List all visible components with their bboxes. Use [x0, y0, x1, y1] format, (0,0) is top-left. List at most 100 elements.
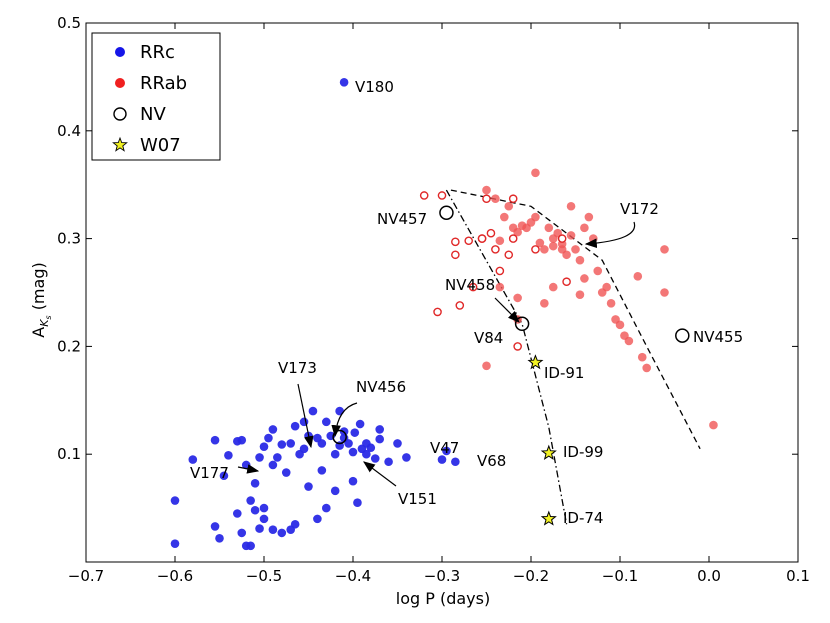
annotation-label: ID-91	[544, 364, 584, 382]
x-tick-label: −0.4	[335, 567, 371, 585]
rrc-point	[304, 482, 313, 491]
rrc-point	[170, 539, 180, 548]
rrc-point	[353, 498, 362, 508]
rrab-point	[642, 363, 651, 373]
rrab-point	[482, 185, 491, 195]
rrab-open-point	[433, 307, 442, 317]
nv-point	[675, 328, 690, 343]
annotation-label: ID-99	[563, 443, 603, 461]
rrc-point	[299, 417, 309, 427]
rrc-point	[384, 457, 393, 467]
rrab-open-point	[477, 234, 487, 243]
y-tick-label: 0.5	[57, 14, 81, 32]
rrc-point	[366, 443, 376, 453]
rrab-point	[584, 212, 594, 222]
rrab-point	[495, 236, 505, 246]
fit-line-dashdot	[445, 189, 568, 525]
rrc-point	[268, 460, 278, 470]
x-tick-label: 0.0	[697, 567, 721, 585]
legend-marker-nv	[113, 107, 127, 121]
annotation-arrow	[297, 383, 314, 449]
rrc-point	[268, 425, 278, 434]
legend-label-rrab: RRab	[140, 73, 187, 94]
rrab-point	[531, 212, 540, 222]
rrab-point	[624, 336, 634, 346]
rrc-point	[313, 514, 322, 524]
rrc-point	[375, 434, 385, 444]
rrab-open-point	[437, 191, 447, 200]
rrab-point	[637, 352, 647, 362]
x-tick-label: −0.6	[157, 567, 193, 585]
legend-label-nv: NV	[140, 104, 166, 125]
legend-box	[91, 32, 221, 161]
rrab-point	[566, 231, 576, 240]
rrab-point	[593, 266, 603, 276]
rrc-point	[210, 435, 220, 445]
annotation-label: NV455	[693, 328, 743, 346]
rrc-point	[402, 453, 411, 462]
x-tick-label: −0.2	[513, 567, 549, 585]
rrc-point	[290, 421, 300, 431]
rrab-point	[602, 282, 611, 292]
rrc-point	[237, 435, 247, 445]
x-axis-label: log P (days)	[396, 589, 490, 608]
rrc-point	[210, 522, 220, 531]
y-tick-label: 0.1	[57, 445, 81, 463]
rrab-point	[531, 168, 540, 178]
rrab-open-point	[451, 237, 460, 247]
rrab-point	[660, 245, 669, 254]
rrab-point	[513, 293, 522, 303]
rrab-open-point	[531, 245, 540, 254]
annotation-label: V47	[430, 439, 459, 457]
w07-star-icon	[540, 510, 557, 526]
rrc-point	[259, 514, 269, 524]
y-tick-label: 0.4	[57, 122, 81, 140]
rrab-open-point	[419, 191, 429, 200]
annotation-label: ID-74	[563, 509, 603, 527]
rrab-point	[513, 227, 522, 237]
rrc-point	[322, 417, 331, 427]
y-tick-label: 0.2	[57, 337, 81, 355]
rrc-point	[308, 406, 318, 416]
rrab-open-point	[504, 250, 514, 260]
annotation-label: V68	[477, 452, 506, 470]
rrc-point	[451, 457, 460, 467]
rrc-point	[350, 428, 360, 437]
rrc-point	[348, 447, 358, 457]
rrc-point	[286, 439, 296, 448]
legend-label-w07: W07	[140, 135, 181, 156]
rrab-point	[633, 272, 643, 281]
rrab-point	[544, 223, 554, 233]
rrc-point	[277, 528, 287, 538]
rrab-point	[535, 238, 545, 248]
annotation-label: V173	[278, 359, 317, 377]
rrab-open-point	[557, 234, 567, 243]
rrab-point	[575, 290, 585, 299]
y-tick-label: 0.3	[57, 230, 81, 248]
annotation-label: NV458	[445, 276, 495, 294]
rrab-open-point	[495, 266, 505, 276]
rrab-point	[575, 255, 585, 265]
rrc-point	[237, 528, 247, 538]
rrc-point	[335, 406, 344, 416]
rrab-open-point	[455, 301, 465, 310]
annotations: V180 V172 NV457 NV458 V84 NV455 ID-91 ID-99 ID-7…	[190, 78, 743, 527]
rrc-point	[255, 453, 264, 462]
rrc-point	[219, 471, 229, 481]
rrc-point	[188, 455, 198, 464]
rrc-point	[268, 525, 278, 534]
x-tick-label: 0.1	[786, 567, 810, 585]
rrc-point	[277, 440, 287, 449]
rrc-point	[437, 455, 447, 464]
rrab-point	[540, 298, 549, 308]
rrc-point	[259, 442, 269, 451]
rrab-point	[562, 250, 571, 260]
legend: RRc RRab NV W07	[91, 32, 221, 161]
rrab-open-point	[562, 277, 571, 287]
rrc-point	[224, 450, 233, 460]
rrab-point	[606, 298, 616, 308]
annotation-label: V172	[620, 200, 659, 218]
rrc-point	[370, 454, 380, 463]
chart-marks	[170, 77, 718, 551]
rrab-point	[589, 234, 598, 243]
